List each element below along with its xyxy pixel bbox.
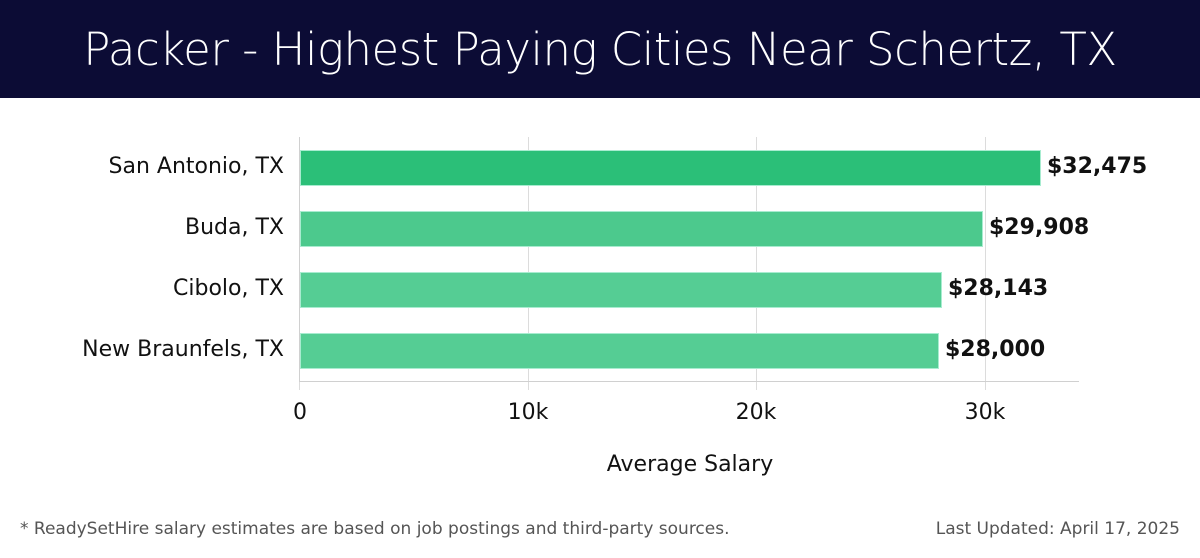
bar-san-antonio[interactable] (300, 150, 1041, 186)
tick-mark-0 (299, 382, 300, 390)
gridline-30k (985, 137, 986, 390)
bar-cibolo[interactable] (300, 272, 942, 308)
last-updated: Last Updated: April 17, 2025 (935, 519, 1180, 539)
footnote: * ReadySetHire salary estimates are base… (20, 519, 730, 539)
value-label: $28,000 (945, 337, 1046, 362)
x-axis-line (300, 381, 1079, 382)
x-tick-label: 20k (735, 400, 777, 425)
x-tick-label: 30k (964, 400, 1006, 425)
value-label: $28,143 (948, 276, 1049, 301)
y-axis-line (299, 137, 300, 382)
bar-new-braunfels[interactable] (300, 333, 939, 369)
gridline-10k (528, 137, 529, 390)
x-tick-label: 0 (293, 400, 307, 425)
category-label: Buda, TX (185, 215, 284, 240)
x-axis-title: Average Salary (606, 452, 774, 477)
x-tick-label: 10k (507, 400, 549, 425)
chart-title: Packer - Highest Paying Cities Near Sche… (83, 22, 1117, 76)
category-label: Cibolo, TX (173, 276, 284, 301)
chart-header: Packer - Highest Paying Cities Near Sche… (0, 0, 1200, 98)
category-label: New Braunfels, TX (82, 337, 284, 362)
gridline-20k (756, 137, 757, 390)
category-label: San Antonio, TX (108, 154, 284, 179)
bar-buda[interactable] (300, 211, 983, 247)
value-label: $32,475 (1047, 154, 1148, 179)
value-label: $29,908 (989, 215, 1090, 240)
